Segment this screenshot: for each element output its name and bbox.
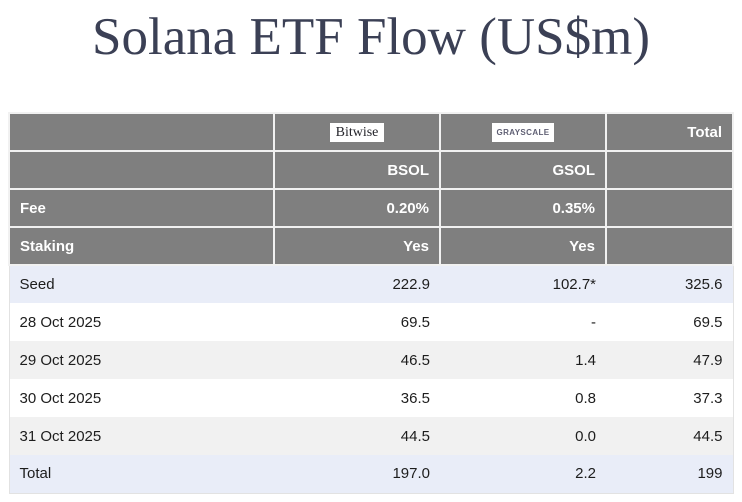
total-value: 37.3	[606, 379, 734, 417]
bitwise-logo: Bitwise	[329, 122, 385, 142]
gsol-value: -	[440, 303, 606, 341]
total-value: 69.5	[606, 303, 734, 341]
fee-bsol: 0.20%	[273, 188, 441, 228]
total-value: 47.9	[606, 341, 734, 379]
row-label: Total	[8, 455, 274, 494]
gsol-value: 102.7*	[440, 265, 606, 303]
bsol-value: 222.9	[274, 265, 440, 303]
row-label: 31 Oct 2025	[8, 417, 274, 455]
fee-gsol: 0.35%	[439, 188, 607, 228]
gsol-value: 0.8	[440, 379, 606, 417]
gsol-value: 2.2	[440, 455, 606, 494]
bitwise-logo-cell: Bitwise	[273, 112, 441, 152]
corner-cell	[8, 112, 275, 152]
staking-bsol: Yes	[273, 226, 441, 266]
bsol-value: 46.5	[274, 341, 440, 379]
grayscale-logo: GRAYSCALE	[492, 123, 554, 142]
etf-flow-table-container: Bitwise GRAYSCALE Total BSOL GSOL Fee 0.…	[8, 112, 742, 494]
total-column-header: Total	[605, 112, 734, 152]
page-title: Solana ETF Flow (US$m)	[92, 8, 650, 66]
issuer-logo-row: Bitwise GRAYSCALE Total	[8, 112, 734, 152]
total-value: 199	[606, 455, 734, 494]
gsol-value: 1.4	[440, 341, 606, 379]
table-row-total: Total 197.0 2.2 199	[8, 455, 734, 494]
table-row-30-oct: 30 Oct 2025 36.5 0.8 37.3	[8, 379, 734, 417]
staking-total	[605, 226, 734, 266]
fee-row: Fee 0.20% 0.35%	[8, 188, 734, 228]
gsol-value: 0.0	[440, 417, 606, 455]
total-value: 44.5	[606, 417, 734, 455]
etf-flow-table: Bitwise GRAYSCALE Total BSOL GSOL Fee 0.…	[8, 112, 734, 494]
row-label: Seed	[8, 265, 274, 303]
ticker-bsol: BSOL	[273, 150, 441, 190]
table-row-31-oct: 31 Oct 2025 44.5 0.0 44.5	[8, 417, 734, 455]
total-value: 325.6	[606, 265, 734, 303]
table-row-seed: Seed 222.9 102.7* 325.6	[8, 265, 734, 303]
ticker-total-cell	[605, 150, 734, 190]
row-label: 28 Oct 2025	[8, 303, 274, 341]
ticker-row: BSOL GSOL	[8, 150, 734, 190]
ticker-row-label-cell	[8, 150, 275, 190]
fee-total	[605, 188, 734, 228]
bsol-value: 36.5	[274, 379, 440, 417]
bsol-value: 69.5	[274, 303, 440, 341]
table-row-28-oct: 28 Oct 2025 69.5 - 69.5	[8, 303, 734, 341]
bsol-value: 44.5	[274, 417, 440, 455]
table-row-29-oct: 29 Oct 2025 46.5 1.4 47.9	[8, 341, 734, 379]
ticker-gsol: GSOL	[439, 150, 607, 190]
fee-label: Fee	[8, 188, 275, 228]
staking-label: Staking	[8, 226, 275, 266]
row-label: 30 Oct 2025	[8, 379, 274, 417]
staking-row: Staking Yes Yes	[8, 226, 734, 266]
row-label: 29 Oct 2025	[8, 341, 274, 379]
bsol-value: 197.0	[274, 455, 440, 494]
staking-gsol: Yes	[439, 226, 607, 266]
grayscale-logo-cell: GRAYSCALE	[439, 112, 607, 152]
